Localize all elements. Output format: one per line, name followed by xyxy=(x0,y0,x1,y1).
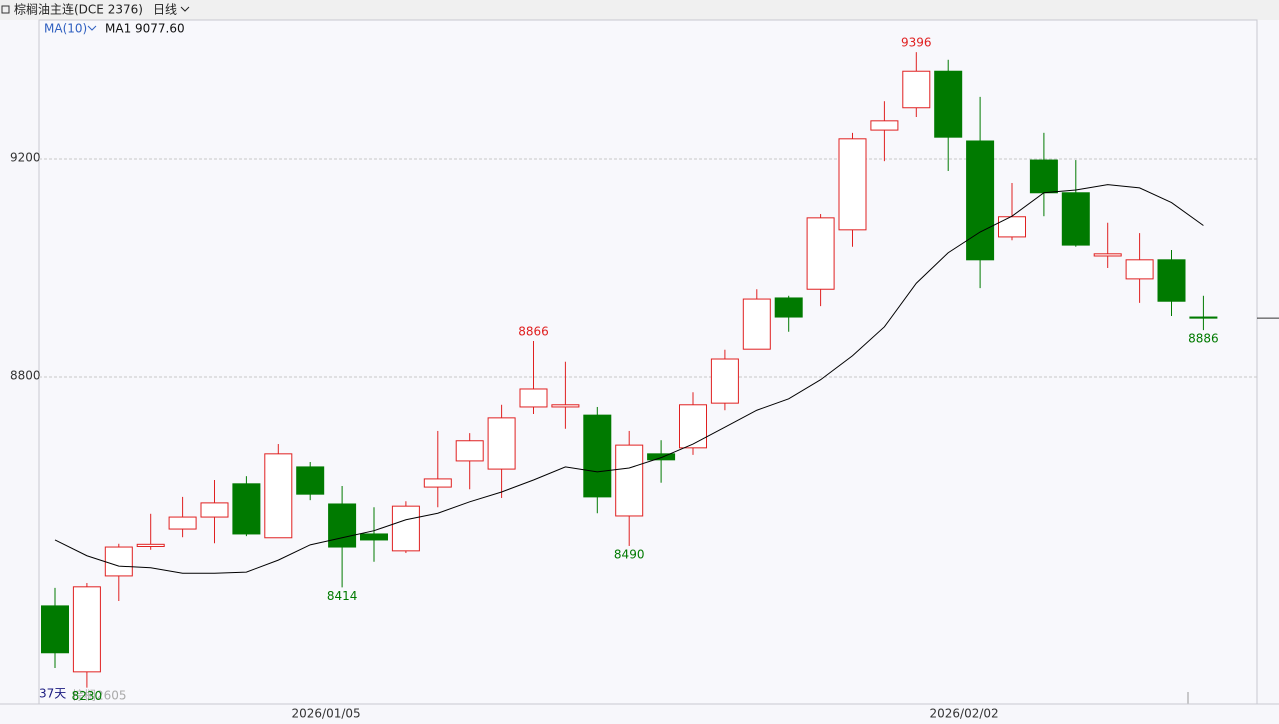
y-tick-label: 9200 xyxy=(10,150,41,164)
candle-body xyxy=(838,138,867,231)
period-caret xyxy=(180,6,190,12)
candle-body xyxy=(168,516,197,530)
x-tick-label: 2026/01/05 xyxy=(292,707,361,721)
candle-body xyxy=(455,440,484,462)
contract: 棕榈2605 xyxy=(72,688,127,703)
candle-body xyxy=(136,543,165,547)
candle-body xyxy=(264,453,293,539)
extreme-label: 8230 xyxy=(72,689,103,703)
candle-body xyxy=(1061,192,1090,246)
period[interactable]: 日线 xyxy=(153,3,177,17)
candle-body xyxy=(615,444,644,517)
indicator[interactable]: MA(10) xyxy=(44,22,87,36)
candle-body xyxy=(551,404,580,408)
candle-body xyxy=(870,120,899,131)
candle-body xyxy=(391,505,420,552)
candle-body xyxy=(710,358,739,404)
candle-body xyxy=(647,453,676,461)
candle-body xyxy=(806,217,835,290)
candle-body xyxy=(200,502,229,518)
menu-icon[interactable] xyxy=(1,5,10,14)
candle-body xyxy=(519,388,548,408)
candle-body xyxy=(328,503,357,548)
candle-body xyxy=(423,478,452,488)
candle-body xyxy=(934,70,963,138)
candle-body xyxy=(998,216,1026,238)
day-count: 37天 xyxy=(39,687,66,701)
x-tick-label: 2026/02/02 xyxy=(930,707,999,721)
indicator-caret xyxy=(87,25,97,31)
candle-body xyxy=(742,298,771,350)
candle-body xyxy=(679,404,707,449)
candle-body xyxy=(487,417,516,470)
extreme-label: 8414 xyxy=(327,589,358,603)
candle-body xyxy=(41,605,69,654)
candle-body xyxy=(966,140,995,261)
toolbar xyxy=(0,0,1279,20)
candle-body xyxy=(72,586,101,673)
extreme-label: 9396 xyxy=(901,36,932,50)
ma-readout: MA1 9077.60 xyxy=(105,22,185,36)
ma-line xyxy=(54,184,1204,574)
candle-body xyxy=(360,533,388,541)
candle-body xyxy=(774,297,803,318)
candle-body xyxy=(1125,259,1154,280)
symbol[interactable]: 棕榈油主连(DCE 2376) xyxy=(14,2,143,17)
candle-body xyxy=(1157,259,1186,302)
candle-body xyxy=(902,70,931,109)
extreme-label: 8866 xyxy=(518,325,549,339)
candle-body xyxy=(104,546,133,577)
y-tick-label: 8800 xyxy=(10,368,41,382)
candle-body xyxy=(1189,316,1218,319)
candle-body xyxy=(232,483,261,535)
candle-body xyxy=(1093,253,1122,257)
candle-body xyxy=(296,466,325,495)
candle-body xyxy=(1029,159,1058,194)
extreme-label: 8490 xyxy=(614,547,645,561)
candle-body xyxy=(583,414,612,498)
extreme-label: 8886 xyxy=(1188,332,1219,346)
plot-area xyxy=(38,19,1258,705)
